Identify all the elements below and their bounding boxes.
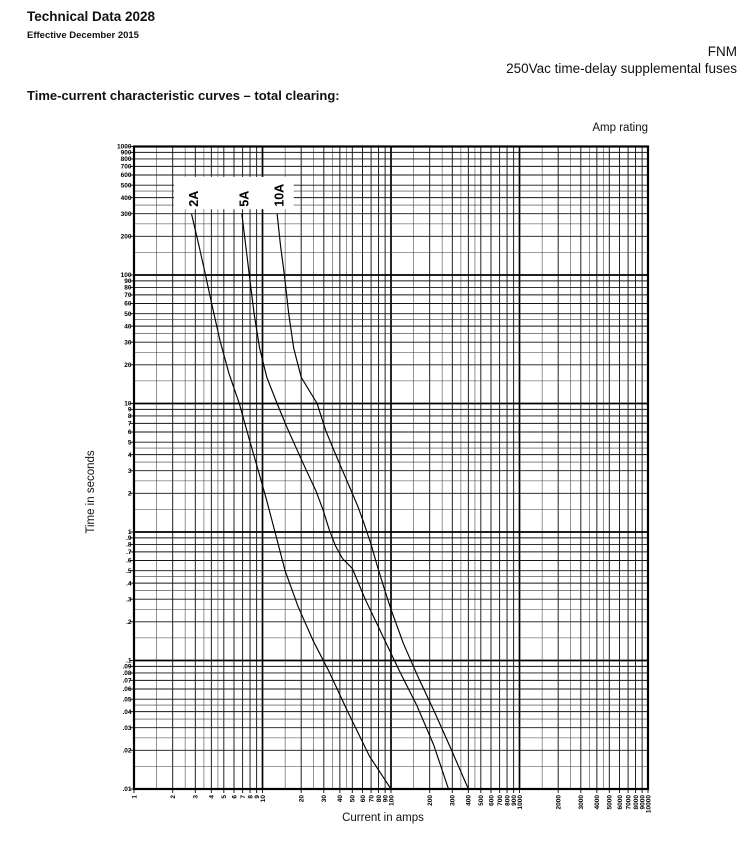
y-tick-label: 900 (121, 150, 132, 157)
y-tick-label: .2 (126, 619, 132, 626)
y-tick-label: 300 (121, 211, 132, 218)
x-tick-label: 7000 (625, 795, 632, 810)
y-tick-label: .02 (122, 748, 131, 755)
x-tick-label: 500 (478, 795, 485, 806)
y-tick-label: 1000 (117, 144, 132, 151)
y-tick-label: .8 (126, 542, 132, 549)
x-tick-label: 10 (260, 795, 267, 803)
x-tick-label: 50 (350, 795, 357, 803)
y-tick-label: .5 (126, 568, 132, 575)
y-tick-label: .05 (122, 696, 131, 703)
x-tick-label: 4000 (594, 795, 601, 810)
y-tick-label: .04 (122, 709, 131, 716)
x-tick-label: 8000 (633, 795, 640, 810)
doc-effective-date: Effective December 2015 (27, 30, 139, 41)
x-tick-label: 40 (337, 795, 344, 803)
x-tick-label: 2 (170, 795, 177, 799)
y-tick-label: 600 (121, 172, 132, 179)
x-tick-label: 80 (376, 795, 383, 803)
y-tick-label: 40 (124, 323, 132, 330)
y-tick-label: .08 (122, 670, 131, 677)
y-tick-label: 1 (128, 529, 132, 536)
y-tick-label: 10 (124, 401, 132, 408)
y-tick-label: 80 (124, 285, 132, 292)
y-tick-label: 500 (121, 182, 132, 189)
x-tick-label: 8 (247, 795, 254, 799)
x-tick-label: 1 (131, 795, 138, 799)
x-tick-label: 3 (193, 795, 200, 799)
y-tick-label: 90 (124, 278, 132, 285)
y-tick-label: 100 (121, 272, 132, 279)
x-tick-label: 10000 (645, 795, 652, 813)
x-tick-label: 800 (504, 795, 511, 806)
y-tick-label: 2 (128, 491, 132, 498)
y-tick-label: .6 (126, 558, 132, 565)
x-tick-label: 900 (511, 795, 518, 806)
x-tick-label: 200 (427, 795, 434, 806)
y-tick-label: .03 (122, 725, 131, 732)
section-title: Time-current characteristic curves – tot… (27, 88, 340, 103)
y-tick-label: 5 (128, 439, 132, 446)
curve-2A (190, 213, 392, 790)
x-tick-label: 6 (231, 795, 238, 799)
y-tick-label: 4 (128, 452, 132, 459)
y-tick-label: .09 (122, 664, 131, 671)
x-tick-label: 100 (388, 795, 395, 806)
y-tick-label: .06 (122, 686, 131, 693)
y-tick-label: .9 (126, 535, 132, 542)
x-tick-label: 6000 (617, 795, 624, 810)
y-tick-label: 70 (124, 292, 132, 299)
y-tick-label: 200 (121, 234, 132, 241)
x-tick-label: 30 (321, 795, 328, 803)
y-tick-label: .07 (122, 678, 131, 685)
y-tick-label: .01 (122, 786, 131, 793)
x-tick-label: 9000 (639, 795, 646, 810)
y-tick-label: 50 (124, 311, 132, 318)
product-description: 250Vac time-delay supplemental fuses (506, 61, 737, 76)
x-tick-label: 5 (221, 795, 228, 799)
doc-title: Technical Data 2028 (27, 9, 156, 24)
x-tick-label: 9 (254, 795, 261, 799)
x-tick-label: 20 (298, 795, 305, 803)
curve-5A (241, 213, 450, 790)
x-tick-label: 7 (240, 795, 247, 799)
amp-rating-label: Amp rating (592, 122, 648, 134)
x-tick-label: 300 (450, 795, 457, 806)
y-tick-label: .7 (126, 549, 132, 556)
curve-label-10A: 10A (273, 184, 287, 207)
curve-label-2A: 2A (187, 191, 201, 207)
x-tick-label: 600 (488, 795, 495, 806)
y-tick-label: 6 (128, 429, 132, 436)
y-tick-label: 7 (128, 421, 132, 428)
y-tick-label: 400 (121, 195, 132, 202)
y-tick-label: 3 (128, 468, 132, 475)
y-tick-label: .4 (126, 580, 132, 587)
x-tick-label: 70 (368, 795, 375, 803)
x-tick-label: 4 (209, 795, 216, 799)
y-tick-label: 800 (121, 156, 132, 163)
curve-label-box (174, 176, 294, 210)
y-tick-label: 30 (124, 339, 132, 346)
x-axis-title: Current in amps (342, 812, 424, 824)
x-tick-label: 90 (382, 795, 389, 803)
y-tick-label: 700 (121, 164, 132, 171)
y-tick-label: .3 (126, 596, 132, 603)
x-tick-label: 700 (497, 795, 504, 806)
curve-label-5A: 5A (237, 191, 251, 207)
y-tick-label: 8 (128, 413, 132, 420)
x-tick-label: 3000 (578, 795, 585, 810)
y-tick-label: .1 (126, 658, 132, 665)
x-tick-label: 400 (466, 795, 473, 806)
y-tick-label: 60 (124, 301, 132, 308)
y-tick-label: 9 (128, 407, 132, 414)
x-tick-label: 5000 (607, 795, 614, 810)
x-tick-label: 2000 (555, 795, 562, 810)
y-tick-label: 20 (124, 362, 132, 369)
x-tick-label: 1000 (517, 795, 524, 810)
product-series: FNM (707, 44, 737, 59)
curve-10A (276, 213, 469, 790)
x-tick-label: 60 (360, 795, 367, 803)
